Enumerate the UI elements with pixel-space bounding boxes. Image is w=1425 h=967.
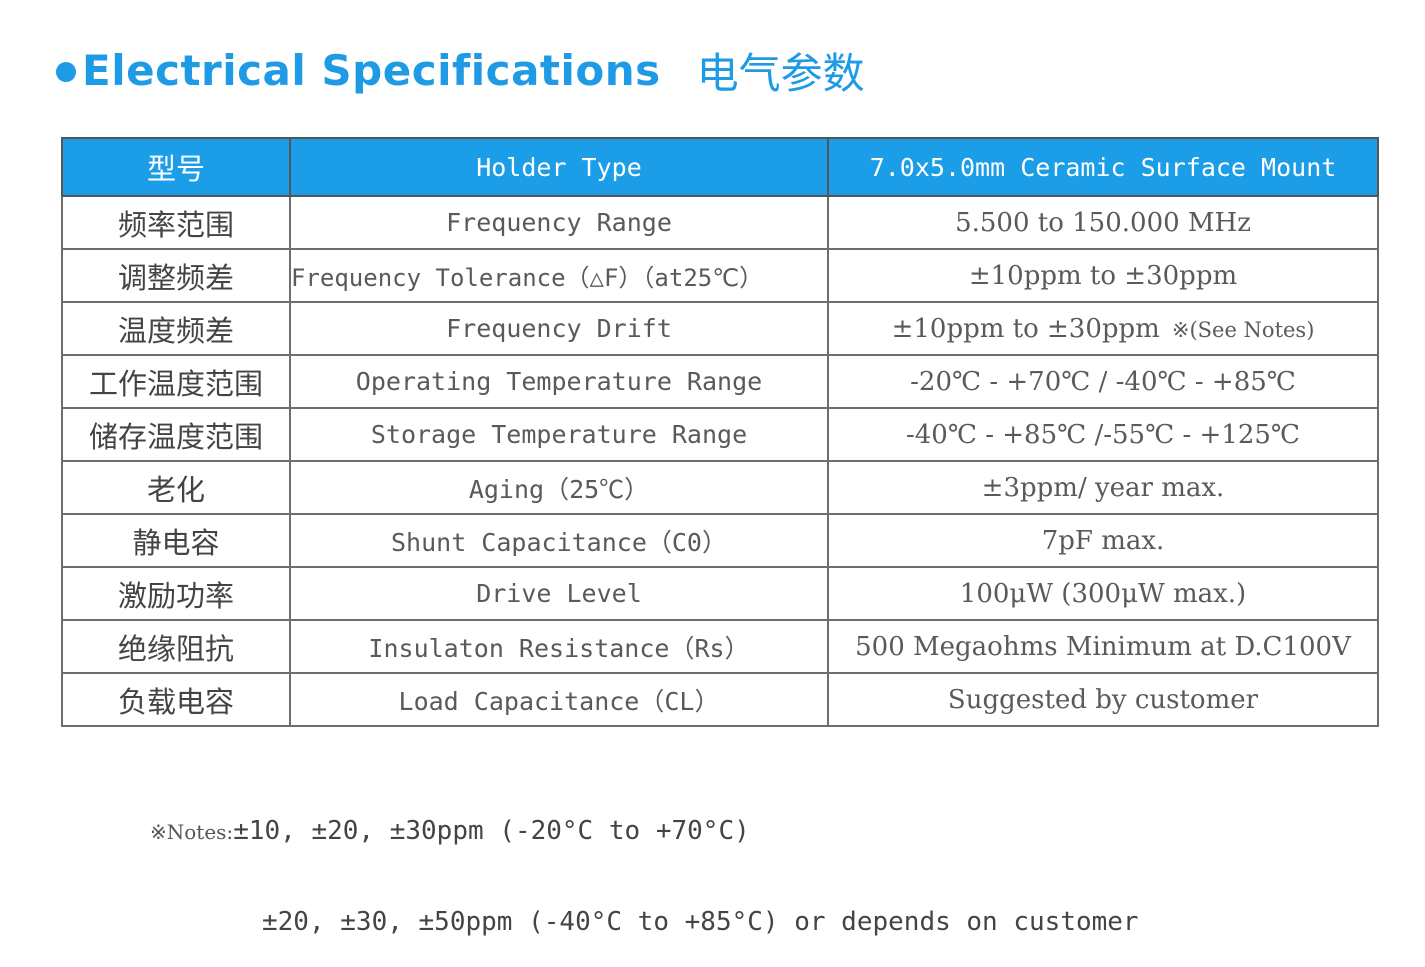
row-en-label: Frequency Tolerance（△F）（at25℃） xyxy=(289,248,829,303)
row-cn-label: 储存温度范围 xyxy=(61,407,291,462)
table-header-row: 型号 Holder Type 7.0x5.0mm Ceramic Surface… xyxy=(61,137,1379,197)
row-en-label: Storage Temperature Range xyxy=(289,407,829,462)
row-value: Suggested by customer xyxy=(827,672,1379,727)
row-value: ±10ppm to ±30ppm xyxy=(827,248,1379,303)
row-value: 5.500 to 150.000 MHz xyxy=(827,195,1379,250)
bullet-icon xyxy=(56,62,76,82)
row-value: ±3ppm/ year max. xyxy=(827,460,1379,515)
table-row: 激励功率 Drive Level 100μW (300μW max.) xyxy=(61,566,1379,621)
notes-block: ※Notes:±10, ±20, ±30ppm (-20°C to +70°C)… xyxy=(150,756,1139,967)
table-row: 工作温度范围 Operating Temperature Range -20℃ … xyxy=(61,354,1379,409)
notes-text-2: ±20, ±30, ±50ppm (-40°C to +85°C) or dep… xyxy=(262,907,1139,937)
row-cn-label: 静电容 xyxy=(61,513,291,568)
title-chinese: 电气参数 xyxy=(696,48,865,98)
row-value: 500 Megaohms Minimum at D.C100V xyxy=(827,619,1379,674)
row-value: -20℃ - +70℃ / -40℃ - +85℃ xyxy=(827,354,1379,409)
row-value: -40℃ - +85℃ /-55℃ - +125℃ xyxy=(827,407,1379,462)
table-row: 频率范围 Frequency Range 5.500 to 150.000 MH… xyxy=(61,195,1379,250)
row-en-label: Operating Temperature Range xyxy=(289,354,829,409)
table-row: 储存温度范围 Storage Temperature Range -40℃ - … xyxy=(61,407,1379,462)
row-cn-label: 负载电容 xyxy=(61,672,291,727)
title-english: Electrical Specifications xyxy=(82,45,661,95)
spec-table: 型号 Holder Type 7.0x5.0mm Ceramic Surface… xyxy=(61,137,1379,727)
table-row: 老化 Aging（25℃） ±3ppm/ year max. xyxy=(61,460,1379,515)
row-value-with-note: ±10ppm to ±30ppm ※(See Notes) xyxy=(827,301,1379,356)
row-cn-label: 绝缘阻抗 xyxy=(61,619,291,674)
row-value: 100μW (300μW max.) xyxy=(827,566,1379,621)
table-row: 负载电容 Load Capacitance（CL） Suggested by c… xyxy=(61,672,1379,727)
table-row: 静电容 Shunt Capacitance（C0） 7pF max. xyxy=(61,513,1379,568)
see-notes-marker: ※(See Notes) xyxy=(1171,317,1315,342)
header-holder-type: Holder Type xyxy=(289,137,829,197)
page-heading: Electrical Specifications 电气参数 xyxy=(56,38,865,102)
header-model-cn: 型号 xyxy=(61,137,291,197)
notes-label: ※Notes: xyxy=(150,820,234,844)
row-en-label: Frequency Drift xyxy=(289,301,829,356)
row-cn-label: 调整频差 xyxy=(61,248,291,303)
row-value: ±10ppm to ±30ppm xyxy=(891,313,1160,344)
row-en-label: Aging（25℃） xyxy=(289,460,829,515)
row-cn-label: 频率范围 xyxy=(61,195,291,250)
row-value: 7pF max. xyxy=(827,513,1379,568)
row-en-label: Insulaton Resistance（Rs） xyxy=(289,619,829,674)
row-en-label: Frequency Range xyxy=(289,195,829,250)
row-en-label: Shunt Capacitance（C0） xyxy=(289,513,829,568)
row-en-label: Load Capacitance（CL） xyxy=(289,672,829,727)
header-holder-value: 7.0x5.0mm Ceramic Surface Mount xyxy=(827,137,1379,197)
table-row: 温度频差 Frequency Drift ±10ppm to ±30ppm ※(S… xyxy=(61,301,1379,356)
row-cn-label: 工作温度范围 xyxy=(61,354,291,409)
notes-line-2: ±20, ±30, ±50ppm (-40°C to +85°C) or dep… xyxy=(150,907,1139,937)
row-en-label: Drive Level xyxy=(289,566,829,621)
notes-line-1: ※Notes:±10, ±20, ±30ppm (-20°C to +70°C) xyxy=(150,816,1139,847)
row-cn-label: 激励功率 xyxy=(61,566,291,621)
table-row: 调整频差 Frequency Tolerance（△F）（at25℃） ±10p… xyxy=(61,248,1379,303)
notes-text-1: ±10, ±20, ±30ppm (-20°C to +70°C) xyxy=(233,816,750,846)
row-cn-label: 温度频差 xyxy=(61,301,291,356)
table-row: 绝缘阻抗 Insulaton Resistance（Rs） 500 Megaoh… xyxy=(61,619,1379,674)
row-cn-label: 老化 xyxy=(61,460,291,515)
